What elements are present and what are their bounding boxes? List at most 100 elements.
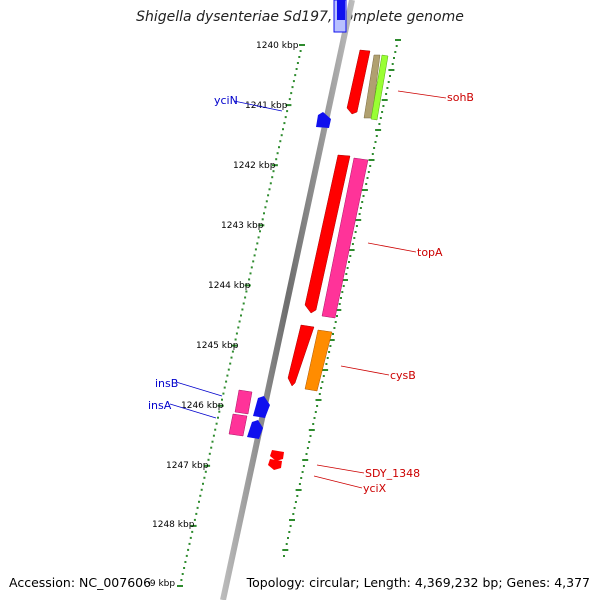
major-tick xyxy=(295,489,302,491)
minor-tick xyxy=(332,333,334,335)
minor-tick xyxy=(305,453,308,455)
minor-tick xyxy=(302,465,305,467)
major-tick xyxy=(244,284,251,287)
tick-label-1240: 1240 kbp xyxy=(256,41,299,51)
gene-topA-pink[interactable] xyxy=(321,157,369,319)
gene-label-yciN: yciN xyxy=(214,94,238,107)
gene-cysB-red[interactable] xyxy=(287,324,315,387)
tick-label-1242: 1242 kbp xyxy=(233,161,276,171)
gene-cysB-orange[interactable] xyxy=(304,329,333,392)
minor-tick xyxy=(268,188,271,191)
minor-tick xyxy=(292,80,295,83)
gene-insB-blue[interactable] xyxy=(253,396,270,418)
gene-sohB-green[interactable] xyxy=(370,54,389,121)
minor-tick xyxy=(195,512,198,515)
minor-tick xyxy=(318,393,321,395)
minor-tick xyxy=(375,135,378,137)
gene-topA-red[interactable] xyxy=(304,154,351,314)
minor-tick xyxy=(184,561,187,563)
map-title: Shigella dysenteriae Sd197, complete gen… xyxy=(136,9,464,25)
minor-tick xyxy=(338,303,341,305)
minor-tick xyxy=(313,417,316,419)
minor-tick xyxy=(259,230,261,233)
gene-insA-pink[interactable] xyxy=(228,413,248,437)
minor-tick xyxy=(280,134,283,137)
minor-tick xyxy=(241,308,244,311)
minor-tick xyxy=(272,170,275,173)
major-tick xyxy=(368,159,375,161)
tick-label-1247: 1247 kbp xyxy=(166,461,209,471)
major-tick xyxy=(231,344,238,347)
genome-backbone xyxy=(220,0,355,600)
minor-tick xyxy=(294,501,297,503)
minor-tick xyxy=(294,74,297,77)
major-tick xyxy=(217,404,224,407)
minor-tick xyxy=(207,458,210,461)
minor-tick xyxy=(227,368,230,371)
minor-tick xyxy=(225,380,228,383)
minor-tick xyxy=(261,218,264,221)
minor-tick xyxy=(222,392,225,395)
minor-tick xyxy=(212,434,215,437)
major-tick xyxy=(177,585,183,587)
major-tick xyxy=(315,399,322,401)
gene-sohB-red[interactable] xyxy=(346,49,371,115)
major-tick xyxy=(348,249,355,251)
minor-tick xyxy=(248,278,251,281)
minor-tick xyxy=(312,423,315,425)
minor-tick xyxy=(326,357,329,359)
gene-yciX[interactable] xyxy=(268,459,282,470)
minor-tick xyxy=(293,507,296,509)
major-tick xyxy=(395,39,401,41)
gene-insB-pink[interactable] xyxy=(234,389,253,415)
minor-tick xyxy=(306,447,309,449)
minor-tick xyxy=(359,207,362,209)
minor-tick xyxy=(234,338,237,341)
gene-insA-blue[interactable] xyxy=(247,420,263,439)
minor-tick xyxy=(283,122,286,125)
minor-tick xyxy=(351,243,354,245)
minor-tick xyxy=(286,110,289,113)
minor-tick xyxy=(320,387,323,389)
major-tick xyxy=(381,99,388,101)
minor-tick xyxy=(361,201,364,203)
gene-SDY_1348[interactable] xyxy=(270,450,284,461)
minor-tick xyxy=(265,200,268,203)
gene-yciN[interactable] xyxy=(316,112,331,128)
minor-tick xyxy=(333,327,336,329)
tick-label-1243: 1243 kbp xyxy=(221,221,264,231)
minor-tick xyxy=(322,375,325,377)
minor-tick xyxy=(296,495,299,497)
minor-tick xyxy=(237,326,240,329)
tick-label-1246: 1246 kbp xyxy=(181,401,224,411)
minor-tick xyxy=(395,45,398,47)
major-tick xyxy=(190,524,197,527)
minor-tick xyxy=(257,236,260,239)
minor-tick xyxy=(215,422,218,425)
major-tick xyxy=(258,224,265,227)
tick-label-1245: 1245 kbp xyxy=(196,341,239,351)
minor-tick xyxy=(249,272,252,275)
minor-tick xyxy=(334,321,337,323)
minor-tick xyxy=(202,482,204,485)
tick-label-1241: 1241 kbp xyxy=(245,101,288,111)
minor-tick xyxy=(229,362,232,365)
minor-tick xyxy=(199,494,202,497)
minor-tick xyxy=(371,153,374,155)
major-tick xyxy=(308,429,315,431)
major-tick xyxy=(355,219,362,221)
major-tick xyxy=(388,69,395,71)
gene-top-blue-core[interactable] xyxy=(337,0,345,20)
major-tick xyxy=(302,459,309,461)
minor-tick xyxy=(295,68,298,70)
minor-tick xyxy=(226,374,229,377)
minor-tick xyxy=(296,62,299,64)
gene-label-cysB: cysB xyxy=(390,369,416,382)
tick-label-1244: 1244 kbp xyxy=(208,281,251,291)
minor-tick xyxy=(366,177,369,179)
minor-tick xyxy=(193,518,196,521)
minor-tick xyxy=(341,291,344,293)
minor-tick xyxy=(204,470,207,473)
minor-tick xyxy=(387,81,390,83)
